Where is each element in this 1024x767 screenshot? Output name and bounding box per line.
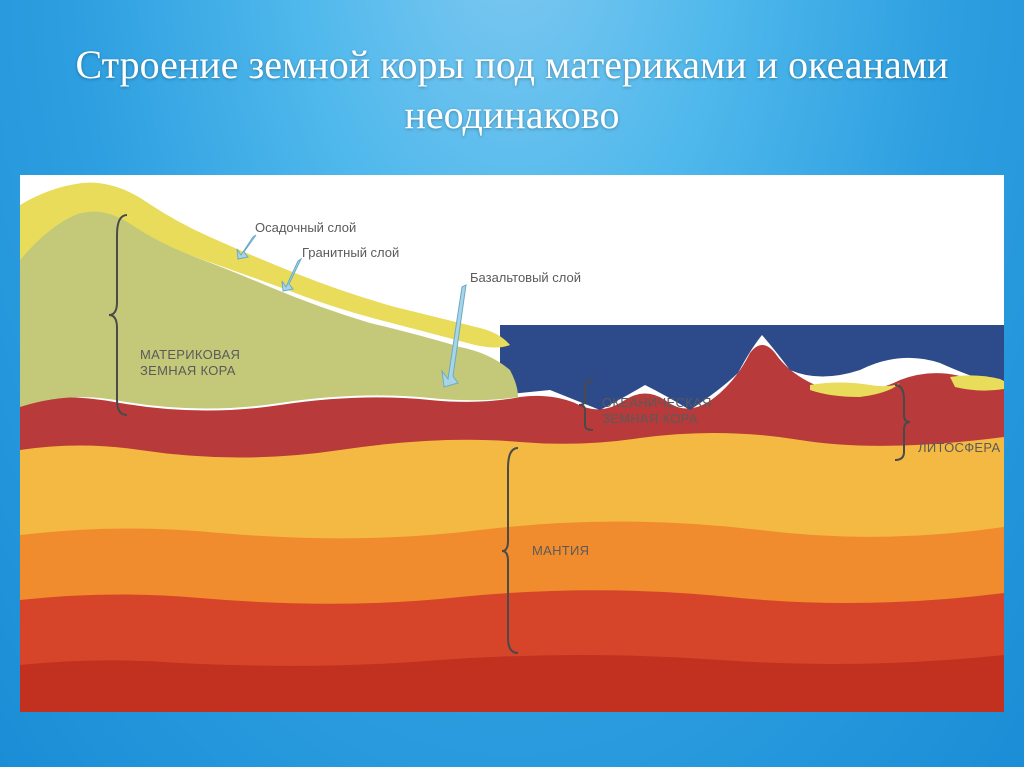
lithosphere-label: ЛИТОСФЕРА — [918, 440, 1000, 455]
continental-brace — [105, 210, 135, 420]
oceanic-brace — [575, 375, 599, 435]
mantle-brace — [498, 443, 526, 658]
basalt-label: Базальтовый слой — [470, 270, 581, 285]
oceanic-label: ОКЕАНИЧЕСКАЯ ЗЕМНАЯ КОРА — [602, 395, 712, 426]
sedimentary-label: Осадочный слой — [255, 220, 356, 235]
basalt-arrow — [438, 283, 474, 393]
sedimentary-arrow — [235, 233, 265, 263]
page-title: Строение земной коры под материками и ок… — [0, 40, 1024, 140]
mantle-label: МАНТИЯ — [532, 543, 589, 558]
oceanic-label-text: ОКЕАНИЧЕСКАЯ ЗЕМНАЯ КОРА — [602, 395, 712, 426]
earth-crust-diagram: Осадочный слой Гранитный слой Базальтовы… — [20, 175, 1004, 712]
continental-label: МАТЕРИКОВАЯ ЗЕМНАЯ КОРА — [140, 347, 240, 378]
continental-label-l1: МАТЕРИКОВАЯ ЗЕМНАЯ КОРА — [140, 347, 240, 378]
granite-label: Гранитный слой — [302, 245, 399, 260]
granite-arrow — [280, 257, 310, 297]
lithosphere-brace — [890, 380, 914, 465]
